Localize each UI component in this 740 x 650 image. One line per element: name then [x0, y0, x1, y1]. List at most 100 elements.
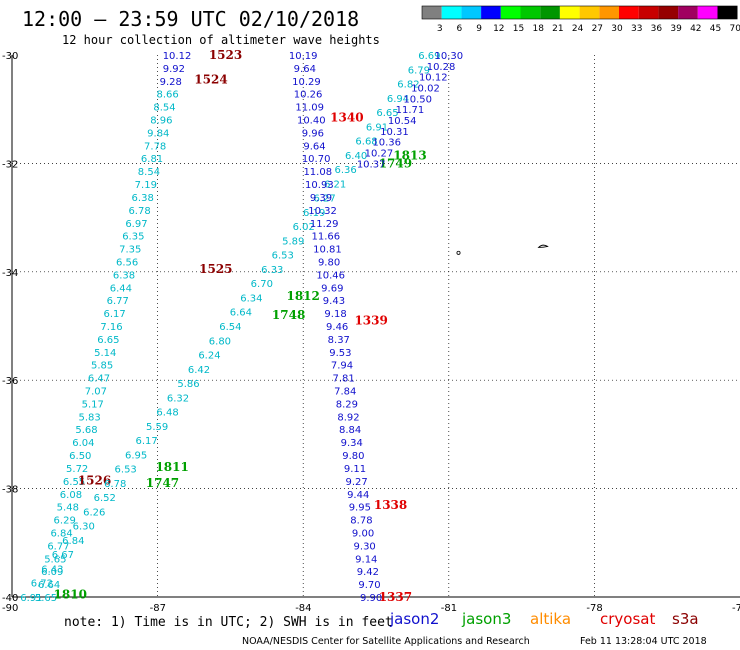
satellite-legend: jason2 jason3 altika cryosat s3a — [389, 610, 699, 628]
wave-height-label: 9.84 — [147, 128, 169, 139]
wave-height-label: 6.78 — [128, 206, 150, 217]
wave-height-label: 6.53 — [272, 251, 294, 262]
colorbar-label: 15 — [513, 24, 524, 34]
y-tick-label: -34 — [2, 268, 18, 279]
time-label: 1523 — [209, 48, 242, 62]
wave-height-label: 5.86 — [177, 379, 199, 390]
y-tick-label: -30 — [2, 51, 18, 62]
wave-height-label: 6.42 — [188, 365, 210, 376]
track-s3a: 6.69 6.79 6.82 6.94 6.65 6.91 6.68 6.40 6.36 6.21… — [20, 48, 440, 604]
colorbar-swatch — [559, 6, 580, 19]
wave-height-label: 10.26 — [294, 90, 323, 101]
time-label: 1749 — [379, 156, 412, 170]
x-tick-label: -90 — [2, 603, 18, 614]
wave-height-label: 6.24 — [198, 351, 220, 362]
colorbar-swatch — [422, 6, 442, 19]
wave-height-label: 6.64 — [38, 580, 60, 591]
colorbar-label: 12 — [493, 24, 504, 34]
wave-height-label: 6.80 — [209, 336, 231, 347]
wave-height-label: 8.92 — [337, 412, 359, 423]
colorbar-swatch — [520, 6, 541, 19]
wave-height-label: 5.85 — [91, 361, 113, 372]
wave-height-label: 9.34 — [341, 438, 363, 449]
colorbar-label: 9 — [476, 24, 482, 34]
wave-height-label: 10.28 — [427, 62, 456, 73]
wave-height-label: 9.18 — [324, 309, 346, 320]
wave-height-label: 6.50 — [69, 451, 91, 462]
colorbar-frame — [421, 5, 738, 20]
wave-height-label: 6.53 — [115, 465, 137, 476]
wave-height-label: 10.70 — [302, 154, 331, 165]
wave-height-label: 10.32 — [308, 206, 337, 217]
wave-height-label: 6.65 — [376, 108, 398, 119]
wave-height-label: 10.46 — [316, 270, 345, 281]
wave-height-label: 6.69 — [418, 51, 440, 62]
credit-agency: NOAA/NESDIS Center for Satellite Applica… — [242, 636, 530, 647]
wave-height-label: 6.95 — [125, 450, 147, 461]
wave-height-label: 5.65 — [44, 554, 66, 565]
x-tick-label: -84 — [295, 603, 311, 614]
wave-height-label: 6.29 — [54, 516, 76, 527]
wave-height-label: 9.39 — [310, 193, 332, 204]
footnote: note: 1) Time is in UTC; 2) SWH is in fe… — [64, 615, 393, 630]
wave-height-label: 9.11 — [344, 464, 366, 475]
time-label: 1813 — [393, 148, 426, 162]
time-label: 1526 — [78, 473, 111, 487]
wave-height-label: 6.17 — [135, 436, 157, 447]
wave-height-label: 11.08 — [303, 167, 332, 178]
time-label: 1747 — [146, 476, 179, 490]
time-label: 1748 — [272, 308, 305, 322]
colorbar-swatch — [441, 6, 462, 19]
colorbar-swatch — [638, 6, 659, 19]
wave-height-label: 6.64 — [230, 308, 252, 319]
wave-height-label: 10.37 — [357, 159, 386, 170]
wave-height-label: 6.97 — [125, 219, 147, 230]
track-jason2: 10.19 9.64 10.29 10.26 11.09 10.409.96 9.64 10.… — [289, 51, 412, 604]
y-tick-label: -32 — [2, 159, 18, 170]
wave-height-label: 11.29 — [310, 219, 339, 230]
track-s3a: 10.12 9.92 9.28 8.66 8.54 8.969.84 7.78 6.81 8.5… — [35, 51, 233, 604]
wave-height-label: 6.94 — [387, 94, 409, 105]
wave-height-label: 10.50 — [403, 94, 432, 105]
wave-height-label: 6.77 — [47, 541, 69, 552]
wave-height-label: 6.56 — [116, 257, 138, 268]
wave-height-label: 6.34 — [240, 293, 262, 304]
wave-height-label: 8.54 — [138, 167, 160, 178]
colorbar-label: 45 — [710, 24, 721, 34]
wave-height-label: 6.33 — [261, 265, 283, 276]
wave-height-label: 6.78 — [104, 479, 126, 490]
wave-height-label: 10.36 — [372, 138, 401, 149]
wave-height-label: 6.38 — [132, 193, 154, 204]
wave-height-label: 8.37 — [328, 335, 350, 346]
credit-timestamp: Feb 11 13:28:04 UTC 2018 — [580, 636, 707, 647]
wave-height-label: 5.72 — [66, 464, 88, 475]
wave-height-label: 6.47 — [88, 374, 110, 385]
wave-height-label: 6.26 — [83, 507, 105, 518]
wave-height-label: 9.28 — [160, 77, 182, 88]
wave-height-label: 6.68 — [355, 137, 377, 148]
wave-height-label: 9.64 — [303, 141, 325, 152]
wave-height-label: 6.82 — [397, 80, 419, 91]
wave-height-label: 6.52 — [94, 493, 116, 504]
wave-height-label: 6.38 — [113, 270, 135, 281]
wave-height-label: 6.54 — [219, 322, 241, 333]
wave-height-label: 6.84 — [62, 536, 84, 547]
wave-height-label: 7.78 — [144, 141, 166, 152]
legend-cryosat: cryosat — [600, 610, 655, 628]
time-label: 1339 — [354, 314, 387, 328]
wave-height-label: 7.07 — [85, 387, 107, 398]
wave-height-label: 6.43 — [41, 564, 63, 575]
wave-height-label: 6.79 — [408, 65, 430, 76]
wave-height-label: 6.17 — [103, 309, 125, 320]
track-jason2: 10.3010.2810.1210.0210.5011.7110.5410.31… — [357, 51, 463, 170]
wave-height-label: 11.09 — [295, 103, 324, 114]
wave-height-label: 6.09 — [41, 567, 63, 578]
wave-height-label: 10.31 — [380, 127, 409, 138]
wave-height-label: 6.21 — [324, 179, 346, 190]
wave-height-label: 6.30 — [73, 522, 95, 533]
colorbar-swatch — [481, 6, 501, 19]
time-label: 1340 — [330, 110, 363, 124]
colorbar-label: 3 — [437, 24, 443, 34]
